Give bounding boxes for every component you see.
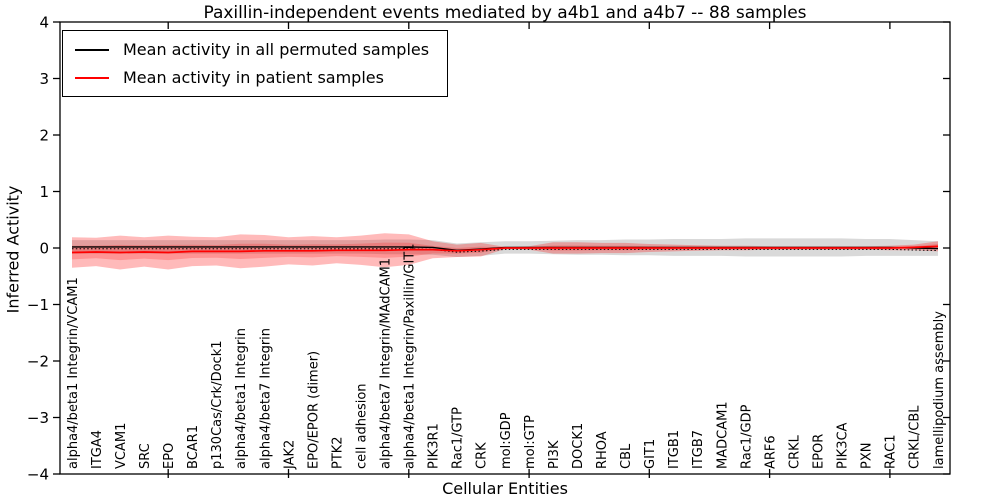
x-tick-label: EPOR <box>812 434 827 469</box>
x-tick-label: CRKL/CBL <box>908 405 923 469</box>
y-tick-label: −1 <box>27 296 49 314</box>
x-tick-label: SRC <box>138 443 153 469</box>
x-tick-label: DOCK1 <box>571 423 586 469</box>
x-tick-label: Rac1/GTP <box>451 407 466 469</box>
x-tick-label: ITGB7 <box>691 430 706 469</box>
x-tick-label: RAC1 <box>884 434 899 469</box>
x-tick-label: BCAR1 <box>186 425 201 469</box>
x-tick-label: EPO/EPOR (dimer) <box>306 351 321 469</box>
y-tick-label: 2 <box>39 127 49 145</box>
legend-label-patient: Mean activity in patient samples <box>123 68 384 87</box>
x-tick-label: CRKL <box>787 434 802 469</box>
x-tick-label: CRK <box>475 442 490 469</box>
x-tick-label: alpha4/beta7 Integrin <box>258 328 273 469</box>
x-tick-label: CBL <box>619 443 634 469</box>
y-tick-label: 3 <box>39 70 49 88</box>
y-axis-label: Inferred Activity <box>3 185 23 314</box>
y-tick-label: −2 <box>27 353 49 371</box>
y-tick-label: 4 <box>39 14 49 32</box>
legend-item-patient: Mean activity in patient samples <box>75 68 429 87</box>
x-tick-label: JAK2 <box>282 440 297 470</box>
legend-line-permuted-icon <box>75 48 109 51</box>
patient-std-band <box>72 233 938 270</box>
permuted-mean-dotted-line <box>72 248 939 253</box>
y-tick-label: −3 <box>27 409 49 427</box>
x-tick-label: EPO <box>162 443 177 469</box>
legend-line-patient-icon <box>75 76 109 79</box>
patient-mean-line <box>71 245 939 254</box>
legend-label-permuted: Mean activity in all permuted samples <box>123 40 430 59</box>
x-tick-label: ARF6 <box>763 435 778 469</box>
y-tick-label: 0 <box>39 240 49 258</box>
x-tick-label: PIK3CA <box>836 422 851 469</box>
x-tick-label: PXN <box>860 443 875 469</box>
x-tick-label: lamellipodium assembly <box>932 311 947 469</box>
x-tick-label: mol:GTP <box>523 415 538 469</box>
x-tick-label: MADCAM1 <box>715 401 730 469</box>
x-tick-label: cell adhesion <box>355 383 370 469</box>
x-tick-label: Rac1/GDP <box>739 404 754 469</box>
x-tick-label: ITGB1 <box>667 430 682 469</box>
chart-title: Paxillin-independent events mediated by … <box>203 3 807 23</box>
x-tick-label: alpha4/beta7 Integrin/MAdCAM1 <box>379 258 394 469</box>
x-tick-label: VCAM1 <box>114 423 129 469</box>
x-tick-label: alpha4/beta1 Integrin/Paxillin/GIT1 <box>403 243 418 469</box>
y-tick-label: 1 <box>39 183 49 201</box>
x-tick-label: alpha4/beta1 Integrin <box>234 328 249 469</box>
x-tick-label: RHOA <box>595 431 610 469</box>
x-tick-label: PIK3R1 <box>427 423 442 469</box>
legend: Mean activity in all permuted samples Me… <box>62 30 449 97</box>
x-tick-label: alpha4/beta1 Integrin/VCAM1 <box>66 277 81 469</box>
x-tick-label: GIT1 <box>643 439 658 469</box>
x-tick-label: ITGA4 <box>90 430 105 469</box>
x-axis-label: Cellular Entities <box>442 479 568 498</box>
x-tick-label: PI3K <box>547 440 562 469</box>
x-tick-label: mol:GDP <box>499 412 514 469</box>
legend-item-permuted: Mean activity in all permuted samples <box>75 40 429 59</box>
y-tick-label: −4 <box>27 466 49 484</box>
x-tick-label: p130Cas/Crk/Dock1 <box>210 340 225 469</box>
x-tick-label: PTK2 <box>330 436 345 469</box>
